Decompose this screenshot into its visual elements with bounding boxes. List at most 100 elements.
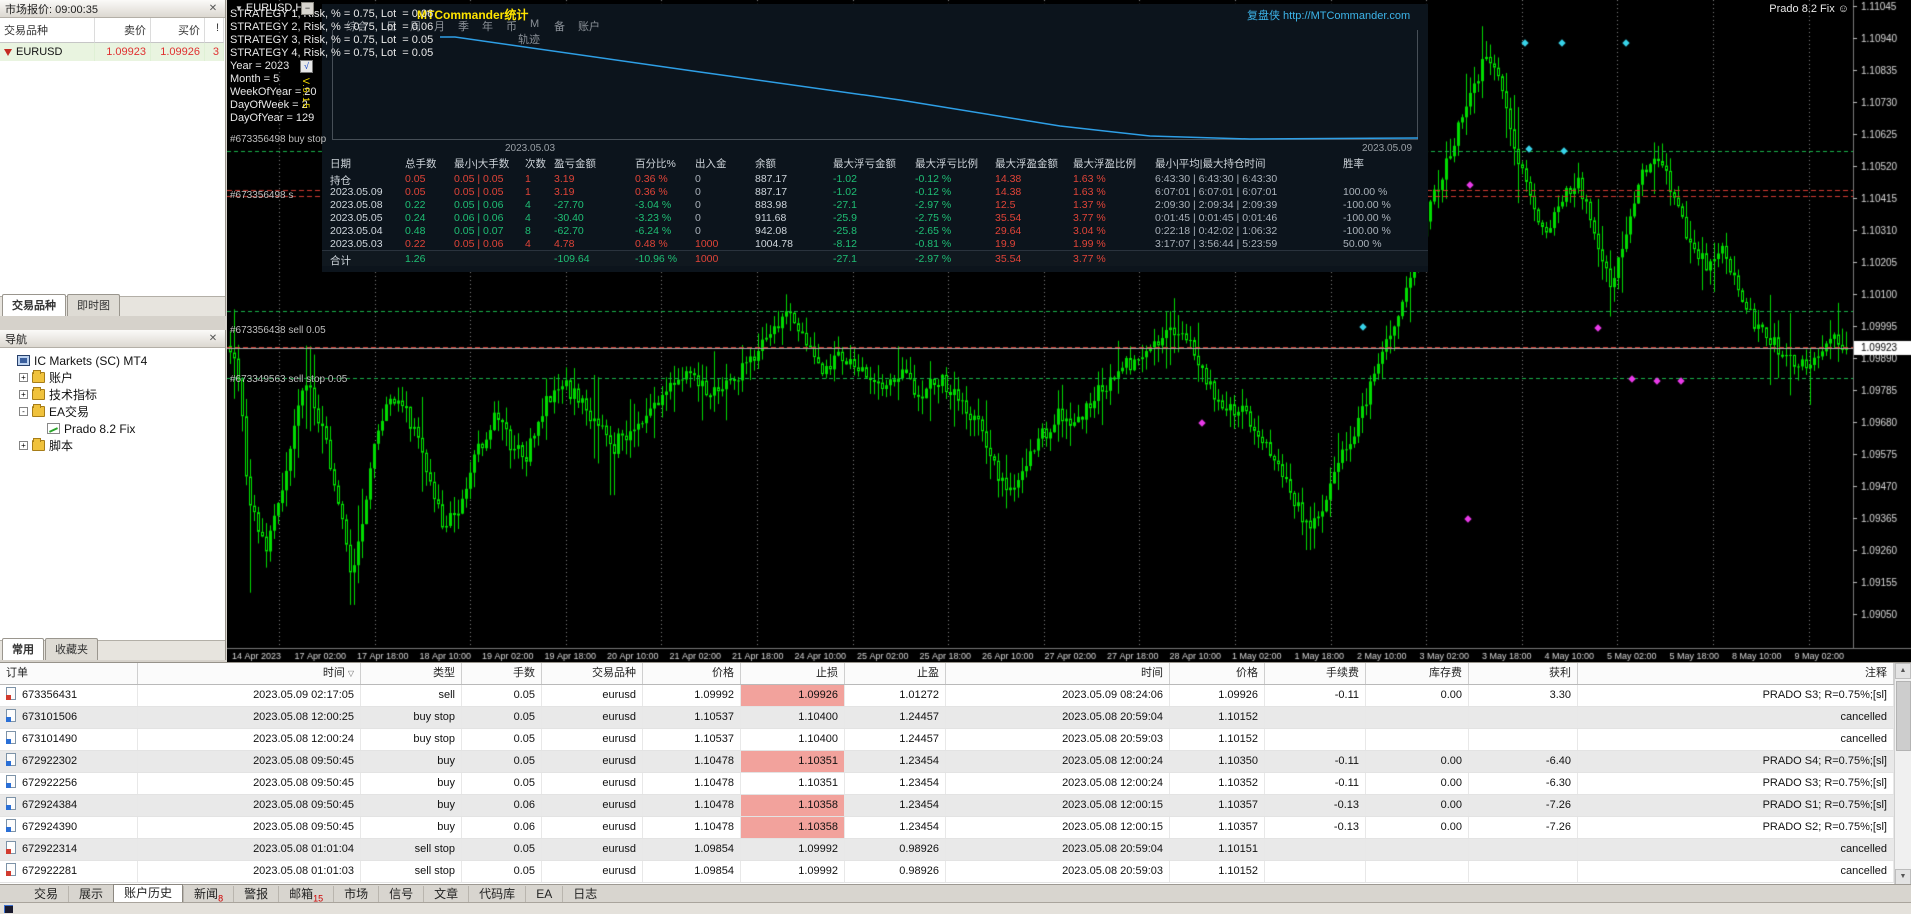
- stats-cell: 0: [695, 212, 701, 224]
- chart-symbol-label[interactable]: ▼EURUSD,H1: [235, 2, 310, 14]
- history-row[interactable]: 6731015062023.05.08 12:00:25buy stop0.05…: [0, 707, 1911, 729]
- nav-tree-item[interactable]: +脚本: [0, 437, 225, 454]
- stats-menu-item[interactable]: 月: [434, 18, 445, 34]
- history-col-header[interactable]: 注释: [1578, 663, 1894, 684]
- history-cell: 1.10478: [643, 817, 741, 838]
- panel-tab[interactable]: 常用: [2, 638, 44, 660]
- stats-cell: 942.08: [755, 225, 787, 237]
- bottom-tab[interactable]: 邮箱15: [278, 886, 333, 902]
- stats-col-header: 余额: [755, 156, 776, 171]
- bottom-tab[interactable]: 日志: [562, 886, 607, 902]
- bottom-tab[interactable]: 账户历史: [113, 884, 183, 902]
- stats-cell: -25.8: [833, 225, 857, 237]
- history-col-header[interactable]: 类型: [361, 663, 462, 684]
- nav-tree-item[interactable]: - EA交易: [0, 403, 225, 420]
- history-cell: 1.24457: [845, 707, 946, 728]
- stats-menu-item[interactable]: 年: [482, 18, 493, 34]
- history-row[interactable]: 6729222562023.05.08 09:50:45buy0.05eurus…: [0, 773, 1911, 795]
- history-row[interactable]: 6729243842023.05.08 09:50:45buy0.06eurus…: [0, 795, 1911, 817]
- history-col-header[interactable]: 止损: [741, 663, 845, 684]
- history-col-header[interactable]: 交易品种: [542, 663, 643, 684]
- history-row[interactable]: 6733564312023.05.09 02:17:05sell0.05euru…: [0, 685, 1911, 707]
- scroll-down-icon[interactable]: ▼: [1895, 869, 1911, 885]
- column-header-symbol[interactable]: 交易品种: [0, 18, 95, 43]
- stats-menu-item[interactable]: 币: [506, 18, 517, 34]
- stats-menu-item[interactable]: 周: [410, 18, 421, 34]
- stats-menu-item[interactable]: 备: [554, 18, 565, 34]
- folder-indicators-icon: [32, 389, 45, 400]
- stats-cell: 0: [695, 173, 701, 185]
- panel-tab[interactable]: 收藏夹: [45, 638, 98, 660]
- history-scrollbar[interactable]: ▲ ▼: [1894, 663, 1911, 885]
- history-cell: 2023.05.08 09:50:45: [138, 795, 361, 816]
- history-cell: eurusd: [542, 773, 643, 794]
- scroll-up-icon[interactable]: ▲: [1895, 663, 1911, 679]
- nav-tree-item[interactable]: + 技术指标: [0, 386, 225, 403]
- history-row[interactable]: 6731014902023.05.08 12:00:24buy stop0.05…: [0, 729, 1911, 751]
- history-row[interactable]: 6729222812023.05.08 01:01:03sell stop0.0…: [0, 861, 1911, 883]
- history-col-header[interactable]: 手数: [462, 663, 542, 684]
- stats-menu-item[interactable]: M: [530, 18, 539, 30]
- navigator-titlebar[interactable]: 导航 ✕: [0, 330, 225, 348]
- history-cell: eurusd: [542, 839, 643, 860]
- history-col-header[interactable]: 价格: [643, 663, 741, 684]
- history-row[interactable]: 6729243902023.05.08 09:50:45buy0.06eurus…: [0, 817, 1911, 839]
- history-cell: [1265, 839, 1366, 860]
- nav-tree-label: 技术指标: [49, 386, 97, 403]
- market-watch-titlebar[interactable]: 市场报价: 09:00:35 ✕: [0, 0, 225, 18]
- history-cell: [1469, 839, 1578, 860]
- bottom-tab[interactable]: 交易: [24, 886, 68, 902]
- bottom-tab[interactable]: 警报: [233, 886, 278, 902]
- stats-cell: 1: [525, 186, 531, 198]
- close-icon[interactable]: ✕: [206, 333, 220, 344]
- history-col-header[interactable]: 价格: [1170, 663, 1265, 684]
- stats-cell: -0.81 %: [915, 238, 951, 250]
- stats-menu-item[interactable]: 日: [386, 18, 397, 34]
- stats-menu-item[interactable]: 账户: [578, 18, 600, 34]
- history-col-header[interactable]: 库存费: [1366, 663, 1469, 684]
- nav-tree-label: EA交易: [49, 403, 89, 420]
- bottom-tab[interactable]: EA: [525, 886, 562, 902]
- version-checkbox[interactable]: √: [300, 60, 313, 73]
- nav-tree-item[interactable]: +账户: [0, 369, 225, 386]
- market-watch-header: 交易品种 卖价 买价 !: [0, 18, 225, 43]
- bottom-tab[interactable]: 市场: [333, 886, 378, 902]
- history-col-header[interactable]: 订单: [0, 663, 138, 684]
- scrollbar-thumb[interactable]: [1896, 681, 1911, 751]
- history-row[interactable]: 6729223022023.05.08 09:50:45buy0.05eurus…: [0, 751, 1911, 773]
- bottom-tab[interactable]: 文章: [423, 886, 468, 902]
- tree-expander[interactable]: -: [19, 407, 28, 416]
- stats-cell: -0.12 %: [915, 186, 951, 198]
- panel-tab[interactable]: 即时图: [67, 294, 120, 316]
- history-col-header[interactable]: 止盈: [845, 663, 946, 684]
- history-row[interactable]: 6729223142023.05.08 01:01:04sell stop0.0…: [0, 839, 1911, 861]
- bottom-tab[interactable]: 新闻8: [183, 886, 233, 902]
- tree-expander[interactable]: +: [19, 441, 28, 450]
- close-icon[interactable]: ✕: [206, 3, 220, 14]
- bottom-tab[interactable]: 信号: [378, 886, 423, 902]
- history-col-header[interactable]: 获利: [1469, 663, 1578, 684]
- column-header-spread[interactable]: !: [205, 18, 224, 43]
- history-cell: -6.30: [1469, 773, 1578, 794]
- bottom-tab[interactable]: 代码库: [468, 886, 525, 902]
- history-cell: 2023.05.09 08:24:06: [946, 685, 1170, 706]
- tree-expander[interactable]: +: [19, 373, 28, 382]
- minimize-button[interactable]: −: [301, 2, 314, 15]
- stats-menu-item[interactable]: 季: [458, 18, 469, 34]
- chart-window: ▼EURUSD,H1 − √ V.5.15 Prado 8.2 Fix ☺ MT…: [227, 0, 1911, 662]
- nav-tree-item[interactable]: IC Markets (SC) MT4: [0, 352, 225, 369]
- history-col-header[interactable]: 手续费: [1265, 663, 1366, 684]
- history-col-header[interactable]: 时间: [946, 663, 1170, 684]
- market-watch-empty-area: [0, 61, 225, 296]
- stats-cell: -2.75 %: [915, 212, 951, 224]
- stats-cell: 1000: [695, 253, 718, 265]
- quote-row-eurusd[interactable]: EURUSD 1.09923 1.09926 3: [0, 43, 225, 61]
- bottom-tab[interactable]: 展示: [68, 886, 113, 902]
- nav-tree-item[interactable]: Prado 8.2 Fix: [0, 420, 225, 437]
- history-col-header[interactable]: 时间▽: [138, 663, 361, 684]
- column-header-bid[interactable]: 卖价: [95, 18, 151, 43]
- tree-expander[interactable]: +: [19, 390, 28, 399]
- column-header-ask[interactable]: 买价: [151, 18, 205, 43]
- panel-tab[interactable]: 交易品种: [2, 294, 66, 316]
- stats-menu-item[interactable]: 综合: [346, 18, 368, 34]
